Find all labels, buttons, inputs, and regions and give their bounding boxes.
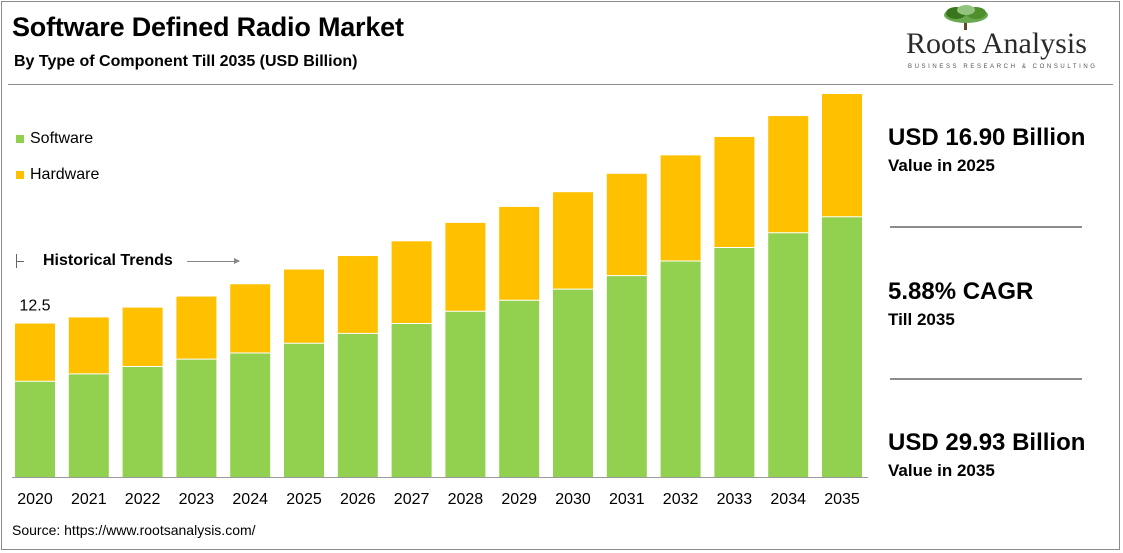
historical-trends-annotation: Historical Trends bbox=[16, 252, 240, 270]
bar-hardware-2025 bbox=[284, 269, 324, 344]
stat-divider bbox=[890, 378, 1082, 380]
x-tick-label: 2020 bbox=[17, 491, 53, 508]
chart-subtitle: By Type of Component Till 2035 (USD Bill… bbox=[14, 53, 358, 70]
bar-hardware-2027 bbox=[391, 241, 432, 324]
bar-software-2030 bbox=[553, 289, 593, 477]
x-tick-label: 2034 bbox=[770, 491, 806, 508]
bar-software-2026 bbox=[337, 333, 378, 477]
bar-hardware-2029 bbox=[499, 206, 540, 301]
bar-software-2028 bbox=[445, 311, 486, 477]
bar-hardware-2033 bbox=[714, 136, 755, 248]
bar-software-2034 bbox=[768, 232, 809, 477]
chart-title: Software Defined Radio Market bbox=[12, 12, 404, 42]
bar-software-2033 bbox=[714, 247, 755, 477]
data-label: 12.5 bbox=[19, 298, 50, 315]
x-tick-label: 2027 bbox=[394, 491, 430, 508]
stacked-bar-chart: 2020 2021 2022 2023 2024 2025 2026 2027 2028 2029… bbox=[12, 94, 868, 508]
x-tick-label: 2025 bbox=[286, 491, 322, 508]
bar-hardware-2022 bbox=[122, 307, 163, 367]
stat-value-2025-label: Value in 2025 bbox=[888, 156, 995, 175]
bar-software-2025 bbox=[284, 343, 324, 477]
x-tick-label: 2023 bbox=[179, 491, 215, 508]
stat-divider bbox=[890, 226, 1082, 228]
historical-trends-label: Historical Trends bbox=[43, 252, 173, 269]
x-tick-label: 2029 bbox=[501, 491, 537, 508]
stat-value-2035: USD 29.93 Billion Value in 2035 bbox=[888, 429, 1085, 481]
bar-hardware-2032 bbox=[660, 155, 701, 261]
stat-value-2025: USD 16.90 Billion Value in 2025 bbox=[888, 124, 1085, 176]
bar-hardware-2035 bbox=[822, 94, 862, 217]
x-tick-label: 2022 bbox=[125, 491, 161, 508]
x-tick-label: 2032 bbox=[663, 491, 699, 508]
logo-name: Roots Analysis bbox=[906, 27, 1087, 60]
x-tick-label: 2028 bbox=[448, 491, 484, 508]
bar-hardware-2031 bbox=[606, 173, 647, 276]
x-tick-label: 2024 bbox=[232, 491, 268, 508]
bar-software-2020 bbox=[15, 381, 55, 477]
bar-hardware-2034 bbox=[768, 116, 809, 233]
x-tick-label: 2033 bbox=[717, 491, 753, 508]
header-divider bbox=[8, 84, 1113, 85]
x-tick-label: 2026 bbox=[340, 491, 376, 508]
x-tick-label: 2030 bbox=[555, 491, 591, 508]
logo-tagline: BUSINESS RESEARCH & CONSULTING bbox=[908, 64, 1098, 70]
stat-value-2035-label: Value in 2035 bbox=[888, 461, 995, 480]
bar-hardware-2023 bbox=[176, 296, 217, 360]
arrow-right-icon bbox=[186, 257, 240, 264]
source-note: Source: https://www.rootsanalysis.com/ bbox=[12, 522, 256, 538]
bar-hardware-2020 bbox=[15, 323, 55, 382]
bar-hardware-2024 bbox=[230, 284, 271, 354]
x-tick-label: 2035 bbox=[824, 491, 860, 508]
stat-value-2025-amount: USD 16.90 Billion bbox=[888, 124, 1086, 151]
bracket-icon bbox=[16, 254, 25, 268]
stat-value-2035-amount: USD 29.93 Billion bbox=[888, 429, 1086, 456]
bar-software-2029 bbox=[499, 300, 540, 477]
legend-item-hardware: Hardware bbox=[16, 166, 99, 184]
legend-label-hardware: Hardware bbox=[30, 166, 100, 183]
bar-software-2027 bbox=[391, 323, 432, 477]
legend-swatch-software bbox=[16, 135, 24, 143]
bar-software-2021 bbox=[68, 373, 109, 477]
bar-software-2024 bbox=[230, 353, 271, 477]
stat-cagr-label: Till 2035 bbox=[888, 310, 955, 329]
stat-cagr-amount: 5.88% CAGR bbox=[888, 278, 1034, 305]
bar-software-2035 bbox=[822, 216, 862, 477]
bar-hardware-2030 bbox=[553, 192, 593, 290]
bar-software-2031 bbox=[606, 275, 647, 477]
x-tick-label: 2021 bbox=[71, 491, 107, 508]
bar-software-2022 bbox=[122, 366, 163, 477]
legend-label-software: Software bbox=[30, 130, 94, 147]
legend-swatch-hardware bbox=[16, 171, 24, 179]
bar-software-2023 bbox=[176, 359, 217, 477]
bar-hardware-2026 bbox=[337, 256, 378, 334]
bar-hardware-2028 bbox=[445, 222, 486, 312]
legend-item-software: Software bbox=[16, 130, 93, 148]
bar-hardware-2021 bbox=[68, 317, 109, 374]
bar-software-2032 bbox=[660, 260, 701, 477]
stat-cagr: 5.88% CAGR Till 2035 bbox=[888, 278, 1033, 330]
x-tick-label: 2031 bbox=[609, 491, 645, 508]
tree-logo-icon bbox=[944, 5, 988, 30]
